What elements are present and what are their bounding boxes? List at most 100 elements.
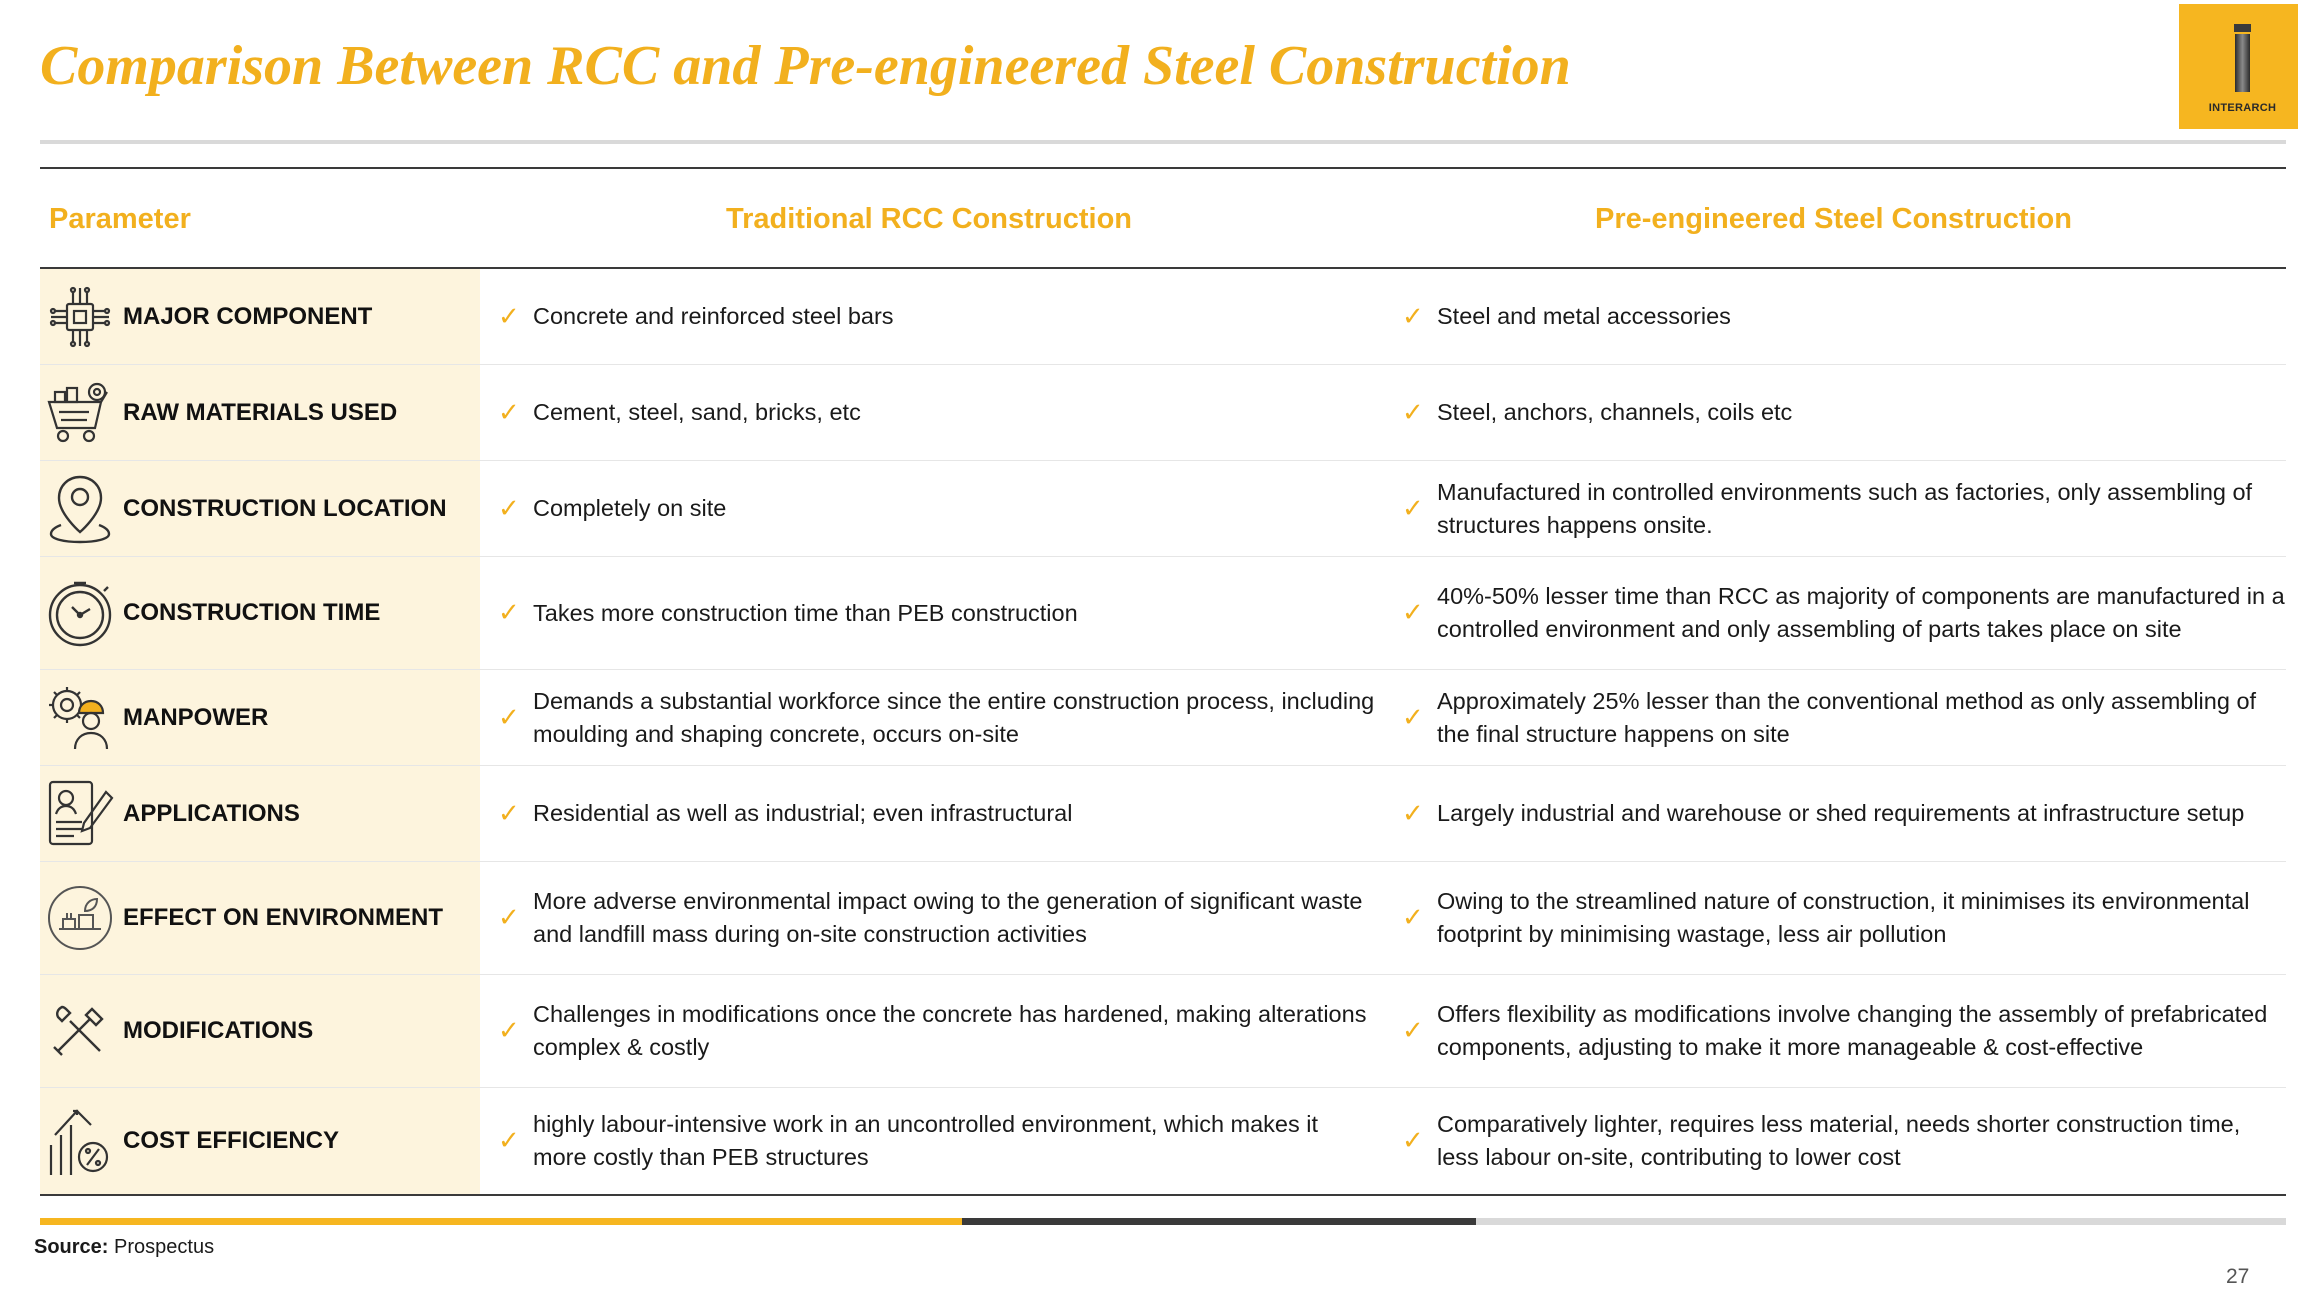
rcc-cell: ✓ Cement, steel, sand, bricks, etc bbox=[498, 365, 1378, 460]
peb-text: Offers flexibility as modifications invo… bbox=[1437, 1001, 2268, 1060]
peb-cell: ✓ Manufactured in controlled environments… bbox=[1402, 461, 2286, 556]
source-value: Prospectus bbox=[114, 1236, 215, 1258]
parameter-label: RAW MATERIALS USED bbox=[123, 398, 398, 426]
worker-gear-icon bbox=[40, 678, 120, 758]
source-label: Source: bbox=[34, 1236, 109, 1258]
check-icon: ✓ bbox=[1402, 903, 1424, 933]
check-icon: ✓ bbox=[498, 903, 520, 933]
check-icon: ✓ bbox=[498, 798, 520, 829]
application-form-icon bbox=[40, 774, 120, 854]
parameter-cell: APPLICATIONS bbox=[40, 766, 480, 861]
parameter-label: COST EFFICIENCY bbox=[123, 1127, 340, 1154]
footer-bar-yellow bbox=[40, 1218, 962, 1225]
parameter-label: EFFECT ON ENVIRONMENT bbox=[123, 904, 444, 931]
peb-cell: ✓ Offers flexibility as modifications inv… bbox=[1402, 975, 2286, 1087]
parameter-label: CONSTRUCTION LOCATION bbox=[123, 494, 447, 522]
table-row: COST EFFICIENCY ✓ highly labour-intensive… bbox=[40, 1088, 2286, 1194]
cost-growth-icon bbox=[40, 1101, 120, 1181]
rcc-text: Completely on site bbox=[533, 495, 727, 521]
check-icon: ✓ bbox=[498, 397, 520, 428]
peb-text: Manufactured in controlled environments … bbox=[1437, 478, 2253, 538]
rcc-text: highly labour-intensive work in an uncon… bbox=[533, 1111, 1319, 1170]
environment-icon bbox=[40, 878, 120, 958]
rcc-text: Cement, steel, sand, bricks, etc bbox=[533, 399, 861, 425]
rcc-cell: ✓ Residential as well as industrial; even… bbox=[498, 766, 1378, 861]
rcc-cell: ✓ Demands a substantial workforce since t… bbox=[498, 670, 1378, 765]
parameter-cell: COST EFFICIENCY bbox=[40, 1088, 480, 1194]
check-icon: ✓ bbox=[498, 1016, 520, 1046]
peb-cell: ✓ Comparatively lighter, requires less ma… bbox=[1402, 1088, 2286, 1194]
parameter-cell: MAJOR COMPONENT bbox=[40, 269, 480, 364]
peb-text: Owing to the streamlined nature of const… bbox=[1437, 888, 2250, 947]
rcc-text: Takes more construction time than PEB co… bbox=[533, 599, 1078, 626]
table-row: MANPOWER ✓ Demands a substantial workforc… bbox=[40, 670, 2286, 766]
check-icon: ✓ bbox=[498, 598, 520, 628]
table-row: CONSTRUCTION TIME ✓ Takes more constructi… bbox=[40, 557, 2286, 670]
check-icon: ✓ bbox=[1402, 1126, 1424, 1156]
peb-cell: ✓ Largely industrial and warehouse or she… bbox=[1402, 766, 2286, 861]
rcc-cell: ✓ Takes more construction time than PEB c… bbox=[498, 557, 1378, 669]
title-divider bbox=[40, 140, 2286, 144]
table-row: CONSTRUCTION LOCATION ✓ Completely on sit… bbox=[40, 461, 2286, 557]
header-rcc: Traditional RCC Construction bbox=[726, 203, 1132, 235]
peb-text: Comparatively lighter, requires less mat… bbox=[1437, 1111, 2241, 1170]
table-top-rule bbox=[40, 167, 2286, 169]
rcc-text: Challenges in modifications once the con… bbox=[533, 1001, 1367, 1060]
header-parameter: Parameter bbox=[49, 203, 191, 235]
rcc-cell: ✓ Concrete and reinforced steel bars bbox=[498, 269, 1378, 364]
header-peb: Pre-engineered Steel Construction bbox=[1595, 203, 2072, 235]
check-icon: ✓ bbox=[1402, 397, 1424, 428]
peb-cell: ✓ 40%-50% lesser time than RCC as majorit… bbox=[1402, 557, 2286, 669]
peb-cell: ✓ Steel, anchors, channels, coils etc bbox=[1402, 365, 2286, 460]
peb-cell: ✓ Steel and metal accessories bbox=[1402, 269, 2286, 364]
source-note: Source: Prospectus bbox=[34, 1236, 214, 1259]
check-icon: ✓ bbox=[1402, 1016, 1424, 1046]
parameter-label: MAJOR COMPONENT bbox=[123, 302, 373, 330]
table-row: MODIFICATIONS ✓ Challenges in modificatio… bbox=[40, 975, 2286, 1088]
rcc-text: Residential as well as industrial; even … bbox=[533, 800, 1073, 826]
table-row: MAJOR COMPONENT ✓ Concrete and reinforced… bbox=[40, 269, 2286, 365]
parameter-label: MANPOWER bbox=[123, 703, 269, 731]
footer-bar-dark bbox=[962, 1218, 1476, 1225]
peb-cell: ✓ Approximately 25% lesser than the conve… bbox=[1402, 670, 2286, 765]
peb-text: Steel, anchors, channels, coils etc bbox=[1437, 399, 1793, 425]
parameter-label: APPLICATIONS bbox=[123, 799, 300, 827]
table-row: RAW MATERIALS USED ✓ Cement, steel, sand,… bbox=[40, 365, 2286, 461]
check-icon: ✓ bbox=[498, 301, 520, 332]
parameter-label: MODIFICATIONS bbox=[123, 1017, 314, 1044]
tools-icon bbox=[40, 991, 120, 1071]
stopwatch-icon bbox=[40, 573, 120, 653]
parameter-cell: CONSTRUCTION TIME bbox=[40, 557, 480, 669]
rcc-cell: ✓ Challenges in modifications once the co… bbox=[498, 975, 1378, 1087]
check-icon: ✓ bbox=[498, 493, 520, 524]
peb-text: Approximately 25% lesser than the conven… bbox=[1437, 687, 2257, 747]
footer-bar-grey bbox=[1476, 1218, 2286, 1225]
table-row: APPLICATIONS ✓ Residential as well as ind… bbox=[40, 766, 2286, 862]
logo-pillar-icon bbox=[2234, 24, 2251, 92]
check-icon: ✓ bbox=[1402, 598, 1424, 628]
check-icon: ✓ bbox=[498, 702, 520, 733]
interarch-logo: INTERARCH bbox=[2179, 4, 2298, 129]
check-icon: ✓ bbox=[1402, 301, 1424, 332]
table-bottom-rule bbox=[40, 1194, 2286, 1196]
circuit-component-icon bbox=[40, 277, 120, 357]
parameter-cell: MANPOWER bbox=[40, 670, 480, 765]
rcc-cell: ✓ Completely on site bbox=[498, 461, 1378, 556]
check-icon: ✓ bbox=[498, 1126, 520, 1156]
peb-text: Steel and metal accessories bbox=[1437, 303, 1731, 329]
logo-brand-text: INTERARCH bbox=[2208, 102, 2277, 114]
check-icon: ✓ bbox=[1402, 702, 1424, 733]
rcc-text: More adverse environmental impact owing … bbox=[533, 888, 1363, 947]
header-divider bbox=[40, 267, 2286, 269]
parameter-cell: RAW MATERIALS USED bbox=[40, 365, 480, 460]
rcc-text: Demands a substantial workforce since th… bbox=[533, 687, 1375, 747]
rcc-text: Concrete and reinforced steel bars bbox=[533, 303, 894, 329]
parameter-cell: CONSTRUCTION LOCATION bbox=[40, 461, 480, 556]
rcc-cell: ✓ highly labour-intensive work in an unco… bbox=[498, 1088, 1378, 1194]
peb-text: 40%-50% lesser time than RCC as majority… bbox=[1437, 583, 2285, 642]
material-cart-icon bbox=[40, 373, 120, 453]
check-icon: ✓ bbox=[1402, 798, 1424, 829]
table-header-row: Parameter Traditional RCC Construction P… bbox=[40, 170, 2286, 268]
peb-text: Largely industrial and warehouse or shed… bbox=[1437, 800, 2245, 826]
page-title: Comparison Between RCC and Pre-engineere… bbox=[40, 35, 1571, 97]
